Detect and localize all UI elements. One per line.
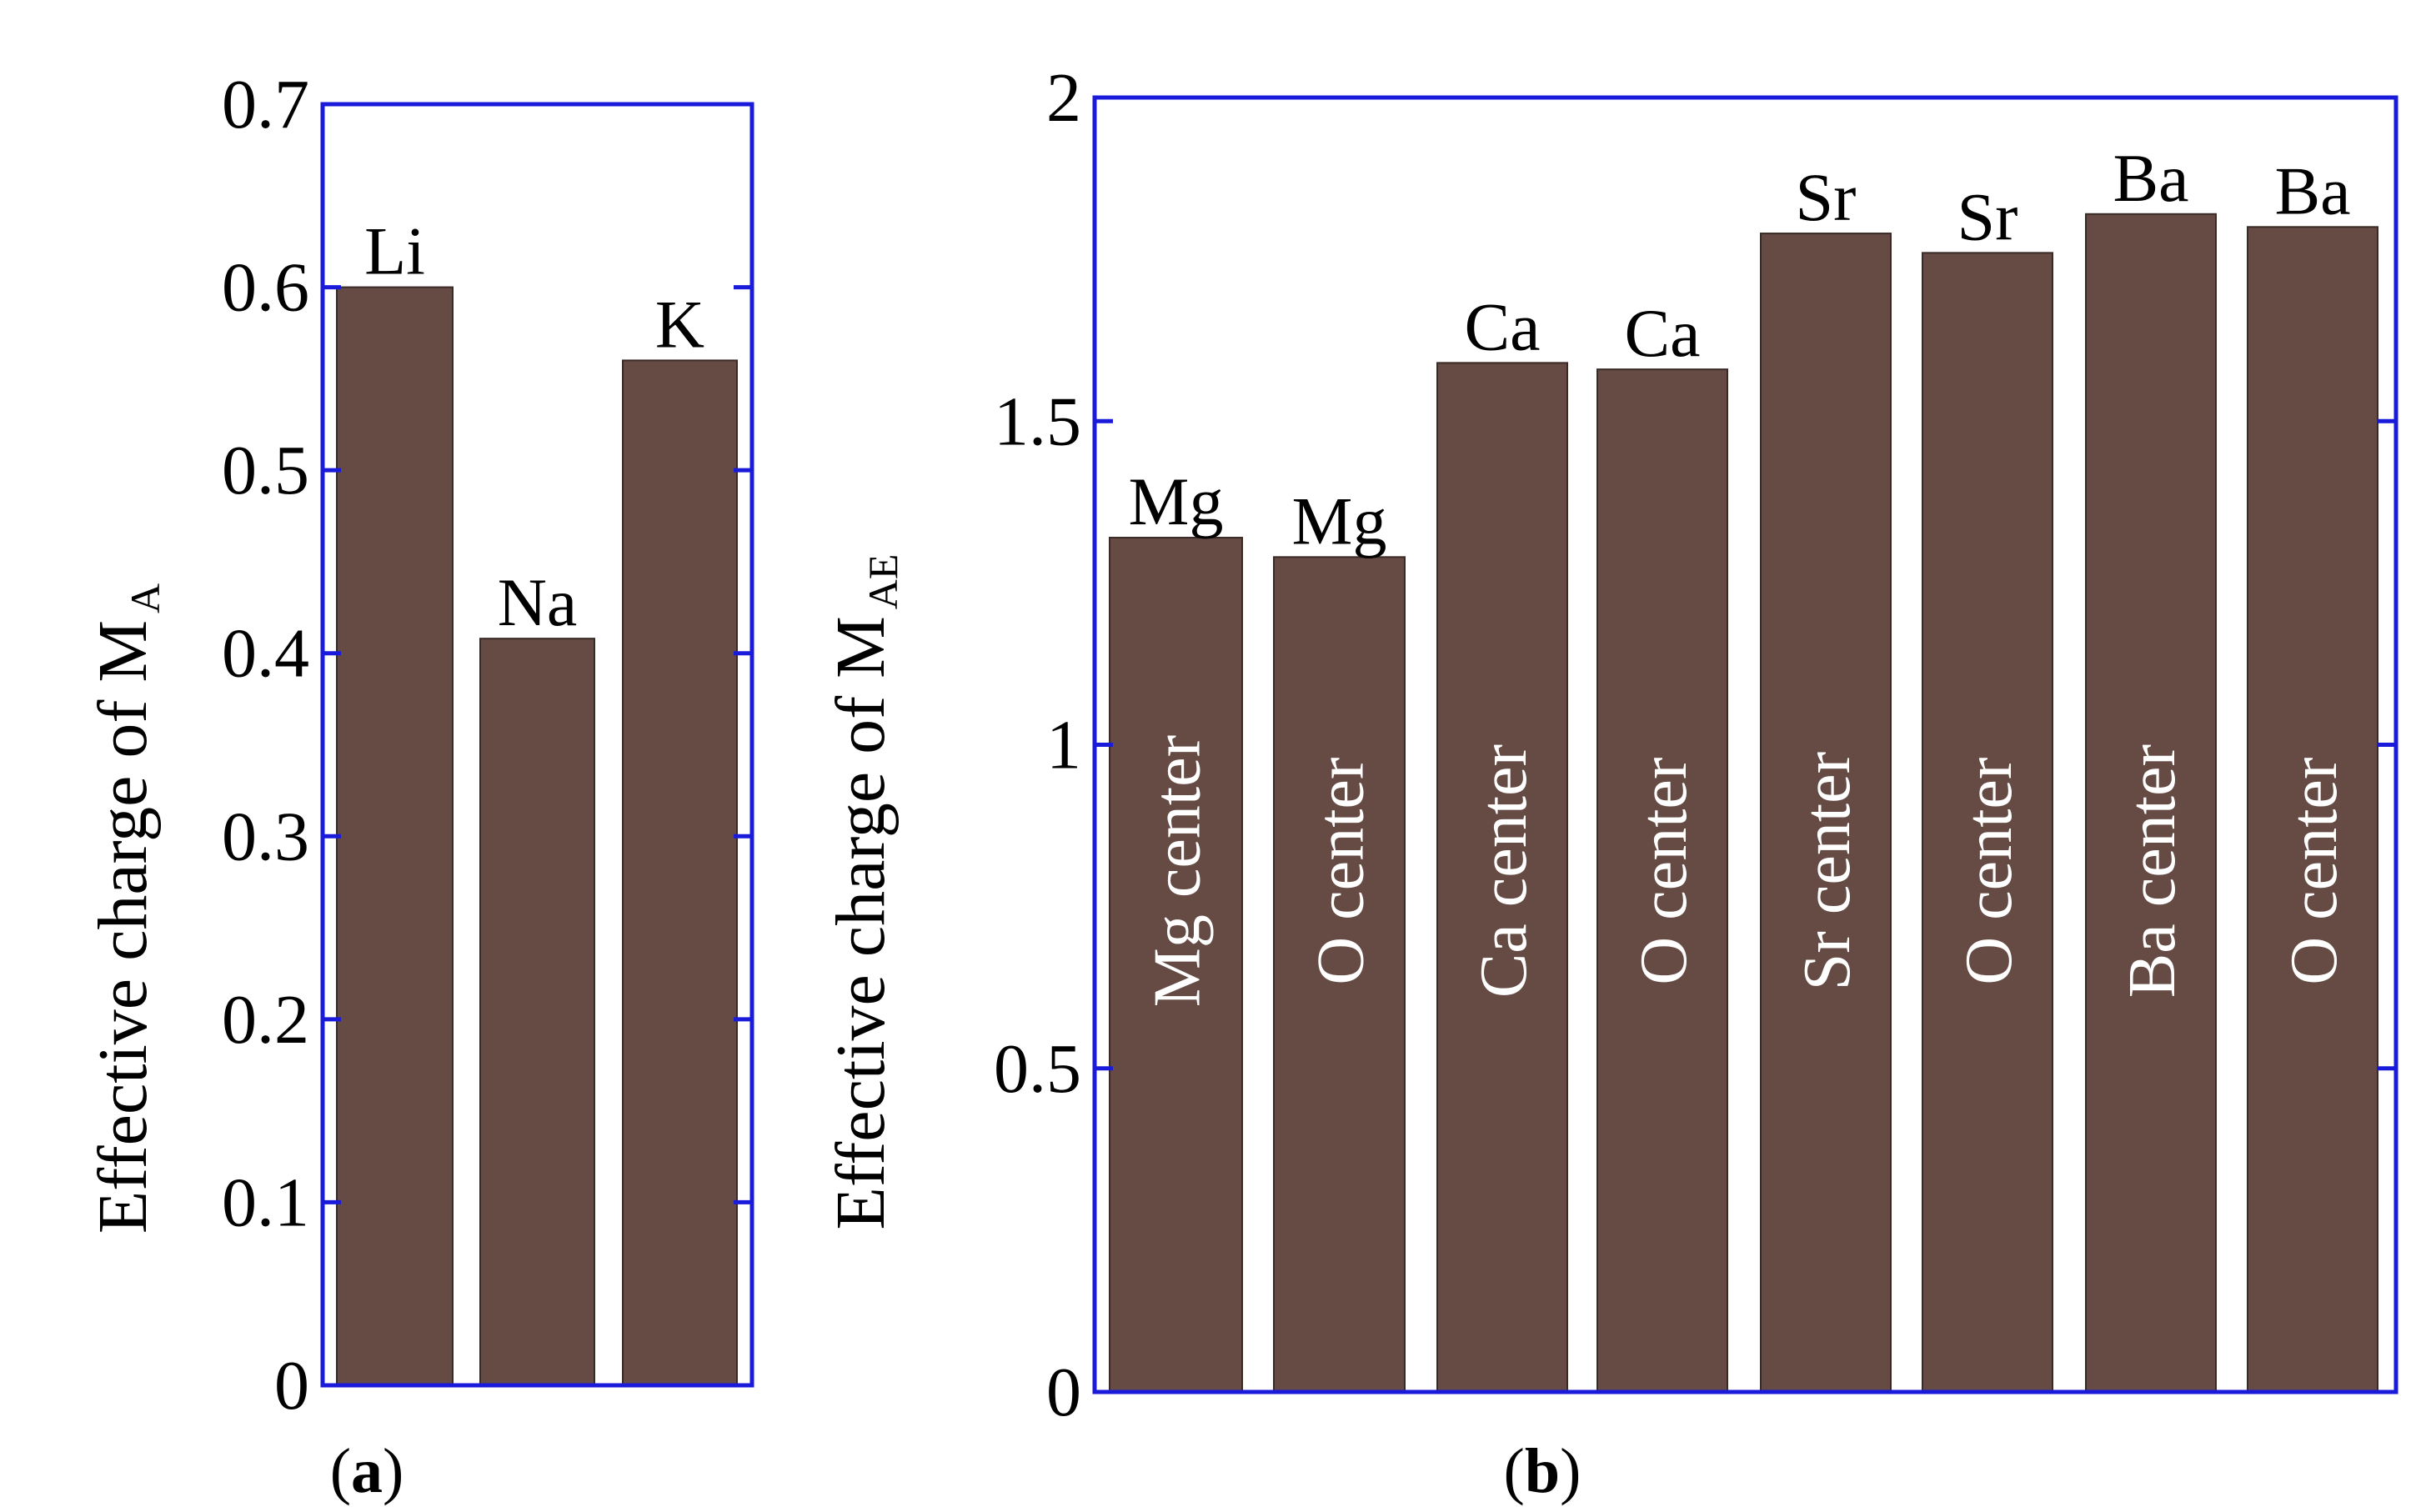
panel-label-open: ( xyxy=(1504,1436,1525,1506)
bar-ba-center xyxy=(2085,213,2217,1393)
bar-inner-label: O center xyxy=(2278,757,2351,984)
panel-label-open: ( xyxy=(330,1436,351,1506)
panel-label-close: ) xyxy=(383,1436,404,1506)
bar-o-center xyxy=(1922,252,2053,1393)
bar-na xyxy=(479,638,595,1386)
plot-frame xyxy=(320,102,754,1388)
y-tick-label: 0.4 xyxy=(222,615,309,693)
panel-label-letter: a xyxy=(351,1436,383,1506)
y-axis-title-subscript: A xyxy=(122,583,168,613)
y-axis-title-main: Effective charge of M xyxy=(84,620,162,1234)
bar-top-label: Sr xyxy=(1957,178,2018,254)
y-tick-label: 1 xyxy=(1046,707,1081,784)
bar-k xyxy=(622,359,738,1386)
panel-a: Li Na K 0 0.1 0.2 0.3 0.4 0.5 0.6 0.7 Effective cha… xyxy=(84,66,754,1506)
y-tick-label: 0.1 xyxy=(222,1164,309,1241)
y-axis-title-main: Effective charge of M xyxy=(822,616,900,1229)
bar-inner-label: Sr center xyxy=(1791,752,1864,991)
panel-label: (a) xyxy=(330,1436,404,1506)
y-tick-label: 1.5 xyxy=(994,383,1081,460)
y-tick-label: 2 xyxy=(1046,59,1081,137)
y-axis-title: Effective charge of M A xyxy=(84,583,168,1234)
bar-top-label: Ba xyxy=(2113,140,2188,216)
bar-o-center xyxy=(1273,556,1406,1393)
y-axis-title: Effective charge of M AE xyxy=(822,554,906,1230)
bar-top-label: Mg xyxy=(1129,463,1224,539)
bar-top-label: Ca xyxy=(1624,295,1700,371)
bar-inner-label: Ba center xyxy=(2116,744,2189,998)
panel-label-close: ) xyxy=(1560,1436,1581,1506)
bar-inner-label: O center xyxy=(1952,757,2026,984)
y-tick-label: 0.2 xyxy=(222,981,309,1059)
y-tick-label: 0.7 xyxy=(222,66,309,143)
y-tick-label: 0.6 xyxy=(222,249,309,327)
bar-o-center xyxy=(2247,226,2378,1393)
bar-top-label: K xyxy=(655,286,704,362)
bar-o-center xyxy=(1596,368,1728,1393)
panel-label-letter: b xyxy=(1525,1436,1560,1506)
panel-label: (b) xyxy=(1504,1436,1581,1506)
y-tick-label: 0.3 xyxy=(222,798,309,875)
bar-inner-label: Mg center xyxy=(1141,735,1215,1008)
y-tick-label: 0.5 xyxy=(222,432,309,509)
bar-top-label: Mg xyxy=(1292,483,1387,558)
bar-top-label: Na xyxy=(498,564,578,640)
bar-inner-label: O center xyxy=(1305,757,1378,984)
bar-top-label: Ba xyxy=(2274,153,2350,228)
bar-li xyxy=(336,286,454,1387)
bar-top-label: Li xyxy=(364,213,425,289)
y-tick-label: 0 xyxy=(1046,1354,1081,1431)
y-axis-title-subscript: AE xyxy=(860,554,906,610)
panel-b: Mg Mg center Mg O center Ca Ca center Ca O cent… xyxy=(822,59,2398,1506)
bar-top-label: Ca xyxy=(1464,288,1540,364)
y-tick-label: 0 xyxy=(274,1347,309,1424)
bar-inner-label: Ca center xyxy=(1467,744,1541,998)
bar-mg-center xyxy=(1109,537,1243,1393)
y-tick-label: 0.5 xyxy=(994,1030,1081,1108)
bar-top-label: Sr xyxy=(1796,159,1857,235)
bar-inner-label: O center xyxy=(1627,757,1701,984)
